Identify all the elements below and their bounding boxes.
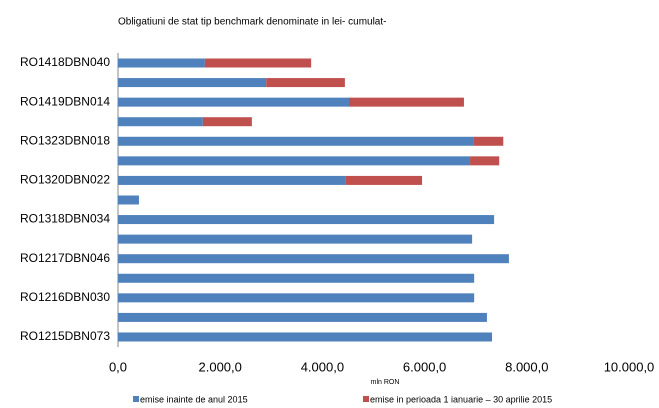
bar-segment [473,136,504,146]
bar-segment [118,254,509,264]
x-tick-label: 10.000,0 [604,359,655,374]
bar-segment [118,293,475,303]
bar-segment [118,273,475,283]
legend-label: emise in perioada 1 ianuarie – 30 aprili… [370,394,552,404]
bar-segment [118,97,349,107]
bar-segment [118,58,205,68]
y-tick-label: RO1418DBN040 [20,55,110,69]
bar-segment [348,97,464,107]
legend-swatch [363,396,369,402]
y-tick-label: RO1419DBN014 [20,94,110,108]
bar-segment [204,58,312,68]
legend-label: emise inainte de anul 2015 [140,394,248,404]
bar-segment [345,175,423,185]
bar-segment [118,156,471,166]
bar-segment [118,78,267,88]
y-tick-label: RO1320DBN022 [20,173,110,187]
bar-segment [118,195,139,205]
y-tick-label: RO1215DBN073 [20,329,110,343]
bar-segment [118,234,473,244]
y-tick-label: RO1318DBN034 [20,212,110,226]
bar-segment [470,156,500,166]
bar-segment [118,215,495,225]
x-tick-label: 2.000,0 [199,359,242,374]
bar-segment [118,117,203,127]
x-tick-label: 0,0 [109,359,127,374]
y-tick-label: RO1217DBN046 [20,251,110,265]
legend-swatch [133,396,139,402]
bar-segment [118,312,487,322]
x-tick-label: 4.000,0 [301,359,344,374]
bar-segment [118,332,493,342]
x-tick-label: 8.000,0 [505,359,548,374]
x-tick-label: 6.000,0 [403,359,446,374]
bar-segment [118,136,474,146]
bar-segment [118,175,346,185]
bar-segment [266,78,345,88]
y-tick-label: RO1323DBN018 [20,133,110,147]
y-tick-label: RO1216DBN030 [20,290,110,304]
chart-title: Obligatiuni de stat tip benchmark denomi… [118,17,386,28]
bar-segment [202,117,252,127]
x-axis-label: mln RON [371,379,400,386]
